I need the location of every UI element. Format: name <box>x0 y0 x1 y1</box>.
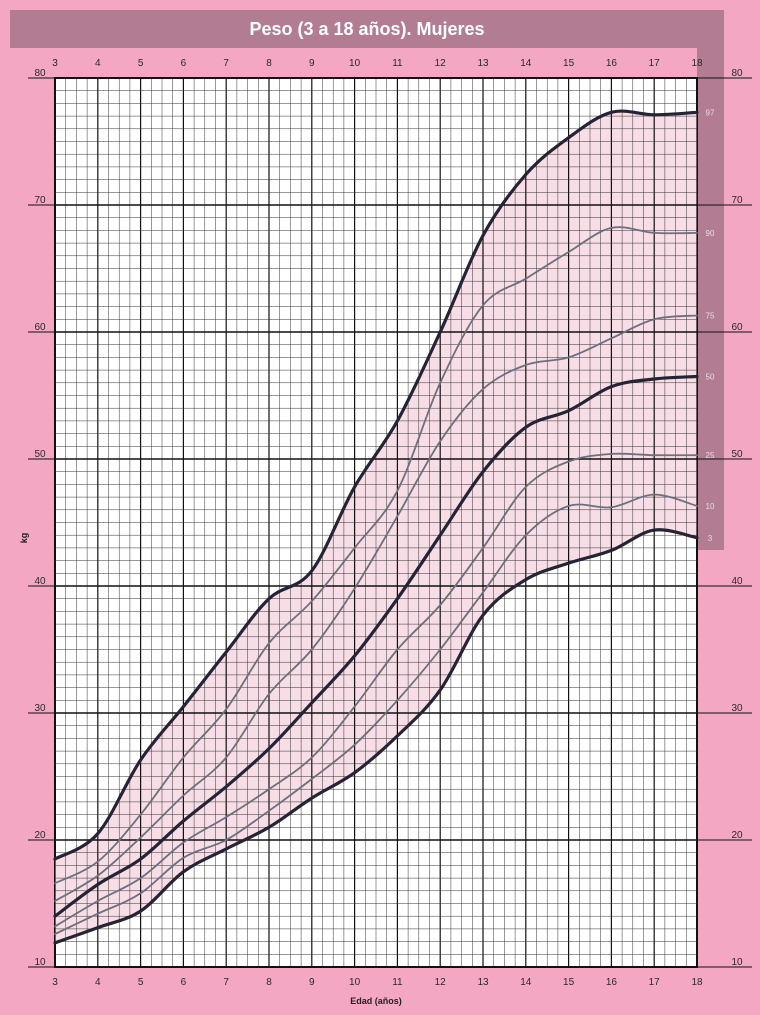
percentile-label: 25 <box>706 451 715 460</box>
y-tick-label: 80 <box>34 68 46 79</box>
x-tick-label: 4 <box>95 977 101 988</box>
x-tick-label: 3 <box>52 977 58 988</box>
x-tick-label: 11 <box>392 58 403 69</box>
x-tick-label: 15 <box>563 977 575 988</box>
x-tick-label: 13 <box>477 977 489 988</box>
percentile-50-line <box>53 374 699 918</box>
x-ticks-top: 3 4 5 6 7 8 9 10 11 12 13 14 15 16 17 18 <box>52 58 703 69</box>
y-tick-label: 20 <box>731 830 743 841</box>
percentile-curves <box>53 109 699 945</box>
percentile-90-line <box>54 226 698 885</box>
x-tick-label: 6 <box>181 58 187 69</box>
percentile-label: 50 <box>706 372 715 381</box>
percentile-label: 3 <box>708 534 713 543</box>
x-tick-label: 14 <box>520 58 532 69</box>
x-tick-label: 5 <box>138 58 144 69</box>
y-tick-label: 40 <box>731 576 743 587</box>
x-tick-label: 3 <box>52 58 58 69</box>
y-tick-label: 40 <box>34 576 46 587</box>
y-ticks-right: 10 20 30 40 50 60 70 80 <box>697 68 752 968</box>
x-tick-label: 9 <box>309 58 315 69</box>
x-tick-label: 18 <box>691 58 703 69</box>
x-tick-label: 7 <box>223 977 229 988</box>
x-ticks-bottom: 3 4 5 6 7 8 9 10 11 12 13 14 15 16 17 18 <box>52 977 703 988</box>
y-tick-label: 50 <box>34 449 46 460</box>
x-tick-label: 12 <box>435 58 447 69</box>
percentile-25-line <box>54 452 698 928</box>
x-tick-label: 6 <box>181 977 187 988</box>
percentile-label: 75 <box>706 311 715 320</box>
x-tick-label: 15 <box>563 58 575 69</box>
y-tick-label: 30 <box>731 703 743 714</box>
x-tick-label: 14 <box>520 977 532 988</box>
x-tick-label: 10 <box>349 977 361 988</box>
percentile-10-line <box>54 493 698 935</box>
percentile-label: 97 <box>706 108 715 117</box>
y-ticks-left: 10 20 30 40 50 60 70 80 <box>28 68 55 968</box>
x-tick-label: 5 <box>138 977 144 988</box>
x-tick-label: 9 <box>309 977 315 988</box>
x-tick-label: 7 <box>223 58 229 69</box>
x-tick-label: 17 <box>649 58 661 69</box>
y-tick-label: 20 <box>34 830 46 841</box>
percentile-3-line <box>53 528 699 945</box>
y-tick-label: 80 <box>731 68 743 79</box>
x-tick-label: 4 <box>95 58 101 69</box>
y-tick-label: 10 <box>34 957 46 968</box>
percentile-75-line <box>54 314 698 902</box>
x-tick-label: 16 <box>606 977 618 988</box>
x-axis-label: Edad (años) <box>350 996 402 1006</box>
x-tick-label: 12 <box>435 977 447 988</box>
x-tick-label: 17 <box>649 977 661 988</box>
y-tick-label: 30 <box>34 703 46 714</box>
grid <box>54 77 698 968</box>
x-tick-label: 8 <box>266 58 272 69</box>
y-axis-label: kg <box>19 533 29 544</box>
y-tick-label: 50 <box>731 449 743 460</box>
y-tick-label: 60 <box>731 322 743 333</box>
y-tick-label: 70 <box>34 195 46 206</box>
y-tick-label: 10 <box>731 957 743 968</box>
x-tick-label: 10 <box>349 58 361 69</box>
y-tick-label: 60 <box>34 322 46 333</box>
x-tick-label: 18 <box>691 977 703 988</box>
percentile-label: 10 <box>706 502 715 511</box>
y-tick-label: 70 <box>731 195 743 206</box>
x-tick-label: 11 <box>392 977 403 988</box>
percentile-label: 90 <box>706 229 715 238</box>
x-tick-label: 13 <box>477 58 489 69</box>
percentile-97-line <box>53 109 699 861</box>
chart-title: Peso (3 a 18 años). Mujeres <box>10 10 724 48</box>
percentile-strip <box>697 48 724 550</box>
x-tick-label: 16 <box>606 58 618 69</box>
percentile-labels: 97 90 75 50 25 10 3 <box>706 108 715 543</box>
x-tick-label: 8 <box>266 977 272 988</box>
